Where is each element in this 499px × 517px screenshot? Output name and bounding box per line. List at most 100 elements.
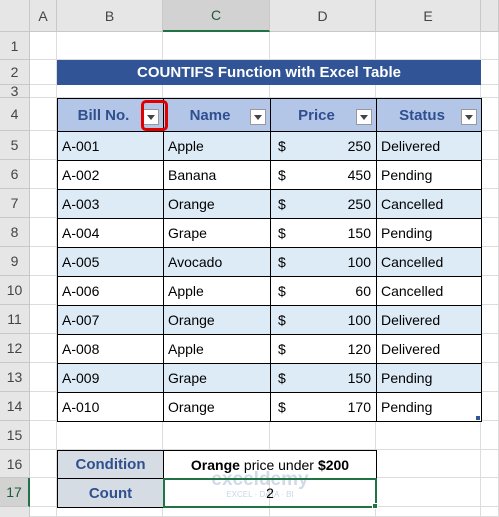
cell[interactable] bbox=[481, 478, 499, 507]
cell[interactable] bbox=[481, 507, 499, 517]
row-header[interactable]: 9 bbox=[0, 247, 30, 276]
cell[interactable] bbox=[30, 85, 57, 98]
row-header[interactable]: 7 bbox=[0, 189, 30, 218]
cell[interactable] bbox=[163, 421, 270, 450]
row-header bbox=[0, 507, 30, 517]
row-header[interactable]: 3 bbox=[0, 83, 30, 99]
row-header[interactable]: 1 bbox=[0, 32, 30, 60]
condition-part: price under bbox=[243, 456, 314, 473]
column-header[interactable] bbox=[481, 0, 499, 32]
status: Pending bbox=[376, 160, 482, 190]
column-header[interactable]: A bbox=[30, 0, 57, 32]
cell[interactable] bbox=[376, 421, 481, 450]
column-header[interactable]: B bbox=[57, 0, 163, 32]
cell[interactable] bbox=[481, 131, 499, 160]
cell[interactable] bbox=[30, 131, 57, 160]
row-header[interactable]: 6 bbox=[0, 160, 30, 189]
cell[interactable] bbox=[163, 507, 270, 517]
status: Delivered bbox=[376, 305, 482, 335]
row-header[interactable]: 16 bbox=[0, 450, 30, 478]
row-header[interactable]: 13 bbox=[0, 363, 30, 392]
currency: $ bbox=[278, 283, 286, 299]
cell[interactable] bbox=[163, 32, 270, 60]
cell[interactable] bbox=[270, 507, 376, 517]
price-cell bbox=[270, 392, 377, 422]
cell[interactable] bbox=[30, 189, 57, 218]
price: 120 bbox=[347, 341, 371, 357]
filter-arrow bbox=[360, 115, 368, 120]
cell[interactable] bbox=[30, 218, 57, 247]
cell[interactable] bbox=[481, 32, 499, 60]
cell[interactable] bbox=[30, 60, 57, 85]
row-header[interactable]: 12 bbox=[0, 334, 30, 363]
cell[interactable] bbox=[481, 85, 499, 98]
cell[interactable] bbox=[481, 98, 499, 131]
filter-button[interactable] bbox=[250, 109, 266, 125]
cell[interactable] bbox=[30, 334, 57, 363]
cell[interactable] bbox=[481, 60, 499, 85]
cell[interactable] bbox=[30, 98, 57, 131]
cell[interactable] bbox=[30, 160, 57, 189]
cell[interactable] bbox=[481, 421, 499, 450]
filter-button[interactable] bbox=[461, 109, 477, 125]
cell[interactable] bbox=[376, 32, 481, 60]
cell[interactable] bbox=[376, 478, 481, 507]
row-header[interactable]: 8 bbox=[0, 218, 30, 247]
row-header[interactable]: 15 bbox=[0, 421, 30, 450]
cell[interactable] bbox=[30, 363, 57, 392]
cell[interactable] bbox=[376, 507, 481, 517]
bill-no: A-008 bbox=[57, 334, 164, 364]
name: Apple bbox=[163, 276, 271, 306]
currency: $ bbox=[278, 196, 286, 212]
cell[interactable] bbox=[481, 189, 499, 218]
count-value[interactable]: 2 bbox=[163, 478, 377, 508]
cell[interactable] bbox=[30, 392, 57, 421]
column-header[interactable]: E bbox=[376, 0, 481, 32]
cell[interactable] bbox=[30, 305, 57, 334]
cell[interactable] bbox=[163, 85, 270, 98]
row-header[interactable]: 10 bbox=[0, 276, 30, 305]
cell[interactable] bbox=[481, 247, 499, 276]
cell[interactable] bbox=[30, 276, 57, 305]
price: 450 bbox=[347, 167, 371, 183]
cell[interactable] bbox=[481, 392, 499, 421]
condition-part: Orange bbox=[190, 456, 240, 473]
cell[interactable] bbox=[57, 421, 163, 450]
row-header[interactable]: 17 bbox=[0, 478, 30, 507]
currency: $ bbox=[278, 254, 286, 270]
cell[interactable] bbox=[481, 450, 499, 478]
cell[interactable] bbox=[376, 85, 481, 98]
bill-no: A-004 bbox=[57, 218, 164, 248]
price-cell bbox=[270, 189, 377, 219]
cell[interactable] bbox=[481, 276, 499, 305]
cell[interactable] bbox=[30, 450, 57, 478]
cell[interactable] bbox=[270, 85, 376, 98]
cell[interactable] bbox=[30, 507, 57, 517]
cell[interactable] bbox=[481, 363, 499, 392]
cell[interactable] bbox=[481, 218, 499, 247]
row-header[interactable]: 2 bbox=[0, 60, 30, 85]
column-header[interactable]: D bbox=[270, 0, 376, 32]
cell[interactable] bbox=[30, 478, 57, 507]
cell[interactable] bbox=[270, 32, 376, 60]
cell[interactable] bbox=[57, 85, 163, 98]
cell[interactable] bbox=[30, 247, 57, 276]
column-header[interactable]: C bbox=[163, 0, 270, 32]
name: Orange bbox=[163, 305, 271, 335]
cell[interactable] bbox=[481, 305, 499, 334]
cell[interactable] bbox=[30, 421, 57, 450]
price: 250 bbox=[347, 138, 371, 154]
cell[interactable] bbox=[481, 334, 499, 363]
row-header[interactable]: 11 bbox=[0, 305, 30, 334]
price: 100 bbox=[347, 312, 371, 328]
cell[interactable] bbox=[57, 32, 163, 60]
cell[interactable] bbox=[481, 160, 499, 189]
cell[interactable] bbox=[57, 507, 163, 517]
cell[interactable] bbox=[270, 421, 376, 450]
cell[interactable] bbox=[30, 32, 57, 60]
row-header[interactable]: 4 bbox=[0, 98, 30, 131]
filter-button[interactable] bbox=[356, 109, 372, 125]
row-header[interactable]: 5 bbox=[0, 131, 30, 160]
row-header[interactable]: 14 bbox=[0, 392, 30, 421]
cell[interactable] bbox=[376, 450, 481, 478]
